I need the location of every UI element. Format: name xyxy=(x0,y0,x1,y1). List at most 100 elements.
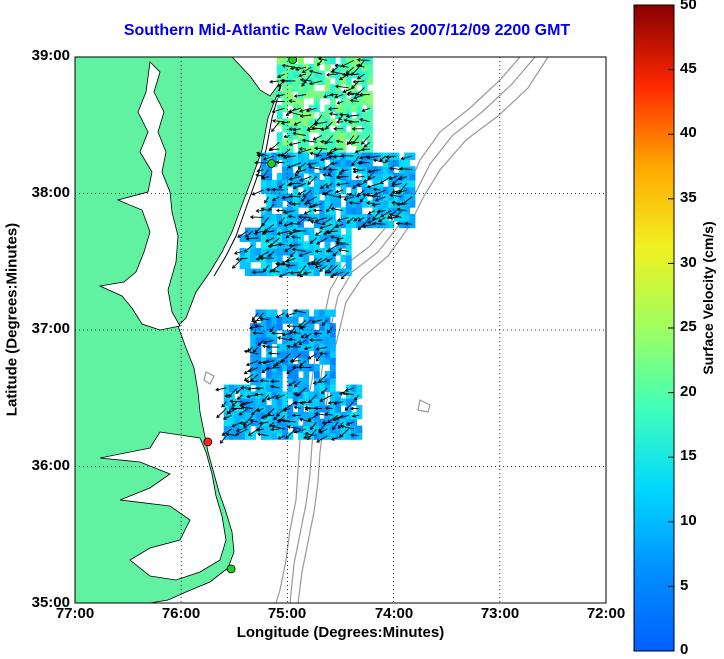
velocity-cell xyxy=(404,166,411,174)
velocity-cell xyxy=(356,200,363,208)
velocity-cell xyxy=(372,207,379,215)
velocity-cell xyxy=(329,323,336,331)
velocity-cell xyxy=(335,268,342,276)
velocity-arrow xyxy=(332,414,344,421)
velocity-cell xyxy=(308,166,315,174)
velocity-cell xyxy=(356,145,363,154)
velocity-arrow xyxy=(380,210,392,218)
velocity-cell xyxy=(298,104,304,113)
velocity-cell xyxy=(260,425,267,433)
velocity-cell xyxy=(229,432,235,440)
velocity-cell xyxy=(329,207,336,215)
velocity-cell xyxy=(282,330,288,338)
velocity-cell xyxy=(303,70,310,79)
y-tick-label: 36:00 xyxy=(31,457,70,474)
velocity-cell xyxy=(340,125,347,133)
velocity-cell xyxy=(292,77,299,85)
velocity-arrow xyxy=(334,84,349,89)
velocity-arrow xyxy=(329,111,338,116)
velocity-arrow xyxy=(291,247,307,252)
velocity-cell xyxy=(319,234,326,242)
radar-sites xyxy=(203,57,298,574)
velocity-arrow xyxy=(350,406,360,411)
colorbar-tick-label: 0 xyxy=(680,641,689,658)
velocity-cell xyxy=(287,432,294,440)
velocity-cell xyxy=(308,316,315,324)
velocity-cell xyxy=(266,350,273,358)
velocity-cell xyxy=(292,227,299,235)
velocity-arrow xyxy=(268,421,275,428)
velocity-arrow xyxy=(268,351,280,356)
velocity-arrow xyxy=(245,379,259,384)
velocity-cell xyxy=(345,405,352,413)
velocity-cell xyxy=(340,132,347,140)
velocity-cell xyxy=(298,227,304,235)
velocity-cell xyxy=(319,132,326,140)
colorbar xyxy=(633,4,675,652)
velocity-cell xyxy=(266,220,273,229)
velocity-cell xyxy=(377,152,384,160)
velocity-cell xyxy=(282,179,288,188)
velocity-arrow xyxy=(347,192,360,198)
x-axis-label: Longitude (Degrees:Minutes) xyxy=(236,624,445,641)
velocity-arrow xyxy=(257,432,269,437)
velocity-arrow xyxy=(243,367,254,375)
velocity-cell xyxy=(319,200,326,208)
velocity-cell xyxy=(308,111,315,119)
velocity-cell xyxy=(361,111,368,119)
velocity-cell xyxy=(271,336,278,345)
velocity-cell xyxy=(308,323,315,331)
velocity-cell xyxy=(287,118,294,126)
velocity-arrow xyxy=(307,162,317,167)
velocity-cell xyxy=(244,261,251,270)
velocity-cell xyxy=(271,227,278,235)
velocity-cell xyxy=(324,343,331,352)
velocity-cell xyxy=(287,91,294,99)
velocity-arrow xyxy=(268,141,280,151)
velocity-arrow xyxy=(267,251,275,257)
velocity-cell xyxy=(313,104,320,113)
velocity-arrow xyxy=(309,421,317,431)
velocity-arrow xyxy=(230,406,243,411)
velocity-cell xyxy=(340,234,347,242)
velocity-arrow xyxy=(312,135,323,141)
velocity-arrow xyxy=(276,408,286,417)
velocity-arrow xyxy=(298,147,307,151)
velocity-cell xyxy=(367,57,373,65)
velocity-cell xyxy=(282,316,288,324)
velocity-cell xyxy=(383,193,389,201)
velocity-cell xyxy=(298,234,304,242)
velocity-arrow xyxy=(292,182,307,190)
velocity-cell xyxy=(282,104,288,113)
velocity-cell xyxy=(287,70,294,79)
velocity-cell xyxy=(329,261,336,270)
velocity-arrow xyxy=(348,120,360,124)
velocity-cell xyxy=(287,405,294,413)
velocity-cell xyxy=(229,391,235,399)
velocity-cell xyxy=(266,261,273,270)
velocity-cell xyxy=(298,159,304,167)
velocity-cell xyxy=(266,330,273,338)
velocity-arrow xyxy=(258,316,269,321)
velocity-cell xyxy=(271,323,278,331)
velocity-cell xyxy=(282,234,288,242)
velocity-cell xyxy=(239,425,246,433)
velocity-cell xyxy=(393,159,400,167)
velocity-arrow xyxy=(351,126,365,131)
velocity-cell xyxy=(303,227,310,235)
velocity-cell xyxy=(319,377,326,386)
velocity-cell xyxy=(356,425,363,433)
velocity-cell xyxy=(324,138,331,147)
velocity-arrow xyxy=(275,160,285,165)
colorbar-tick-label: 30 xyxy=(680,254,697,271)
velocity-cell xyxy=(282,70,288,79)
velocity-cell xyxy=(271,405,278,413)
velocity-cell xyxy=(260,432,267,440)
velocity-arrow xyxy=(335,175,349,179)
velocity-cell xyxy=(319,214,326,222)
velocity-cell xyxy=(308,91,315,99)
colorbar-tick-label: 35 xyxy=(680,189,697,206)
velocity-arrow xyxy=(336,182,349,187)
velocity-arrow xyxy=(326,257,333,263)
velocity-cell xyxy=(329,132,336,140)
